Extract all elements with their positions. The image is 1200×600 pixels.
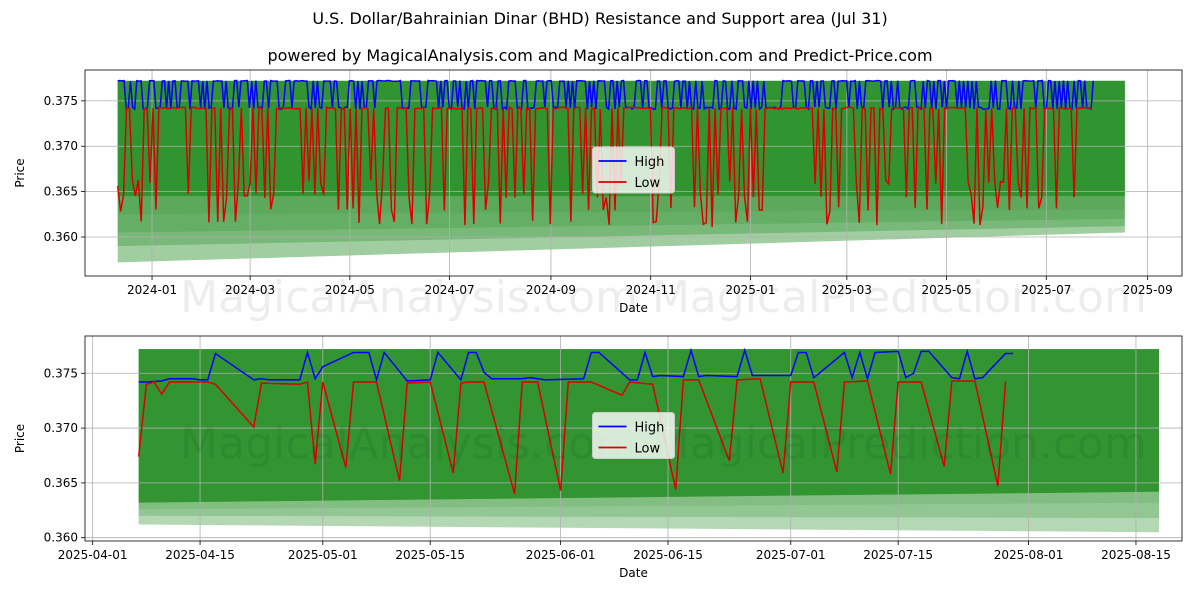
x-tick-label: 2025-07-15 [863, 548, 933, 562]
watermark-text: MagicalAnalysis.com MagicalPrediction.co… [180, 272, 1147, 323]
y-tick-label: 0.365 [44, 476, 78, 490]
legend-low-label: Low [635, 442, 661, 457]
chart-panel-1: MagicalAnalysis.com MagicalPrediction.co… [13, 69, 1183, 323]
x-tick-label: 2025-05-01 [288, 548, 358, 562]
plot-frame [84, 69, 1183, 277]
x-tick-label: 2025-08-01 [994, 548, 1064, 562]
legend: High Low [592, 146, 675, 194]
y-tick-label: 0.360 [44, 230, 78, 244]
x-tick-label: 2025-05 [922, 283, 972, 297]
y-tick-label: 0.375 [44, 366, 78, 380]
x-tick-label: 2025-06-01 [526, 548, 596, 562]
y-axis-label: Price [13, 424, 27, 453]
x-tick-label: 2024-05 [325, 283, 375, 297]
chart-title: U.S. Dollar/Bahrainian Dinar (BHD) Resis… [312, 9, 888, 28]
x-tick-label: 2025-08-15 [1101, 548, 1171, 562]
chart-panel-2: MagicalAnalysis.com MagicalPrediction.co… [13, 335, 1183, 580]
x-tick-label: 2025-03 [822, 283, 872, 297]
legend-low-label: Low [635, 176, 661, 191]
y-tick-label: 0.365 [44, 185, 78, 199]
x-tick-label: 2025-06-15 [633, 548, 703, 562]
x-tick-label: 2024-09 [526, 283, 576, 297]
x-tick-label: 2024-07 [425, 283, 475, 297]
y-tick-label: 0.375 [44, 94, 78, 108]
x-tick-label: 2025-04-01 [58, 548, 128, 562]
x-tick-label: 2024-11 [626, 283, 676, 297]
legend: High Low [592, 412, 675, 459]
x-tick-label: 2025-09 [1123, 283, 1173, 297]
resistance-band [117, 80, 1125, 197]
x-tick-label: 2025-07 [1021, 283, 1071, 297]
x-tick-label: 2025-01 [725, 283, 775, 297]
x-tick-label: 2024-03 [225, 283, 275, 297]
legend-box [592, 412, 675, 459]
x-axis-label: Date [619, 566, 648, 580]
legend-high-label: High [635, 421, 665, 436]
legend-box [592, 146, 675, 194]
x-tick-label: 2024-01 [127, 283, 177, 297]
x-tick-label: 2025-04-15 [165, 548, 235, 562]
chart-subtitle: powered by MagicalAnalysis.com and Magic… [267, 46, 933, 65]
x-tick-label: 2025-05-15 [395, 548, 465, 562]
y-tick-label: 0.360 [44, 531, 78, 545]
y-tick-label: 0.370 [44, 139, 78, 153]
x-tick-label: 2025-07-01 [756, 548, 826, 562]
y-tick-label: 0.370 [44, 421, 78, 435]
low-series-line [137, 377, 1007, 495]
plot-frame [84, 335, 1183, 542]
low-series-line [116, 105, 1092, 228]
y-axis-label: Price [13, 158, 27, 187]
high-series-line [138, 347, 1014, 383]
x-axis-label: Date [619, 301, 648, 315]
high-series-line [117, 79, 1094, 111]
legend-high-label: High [635, 155, 665, 170]
